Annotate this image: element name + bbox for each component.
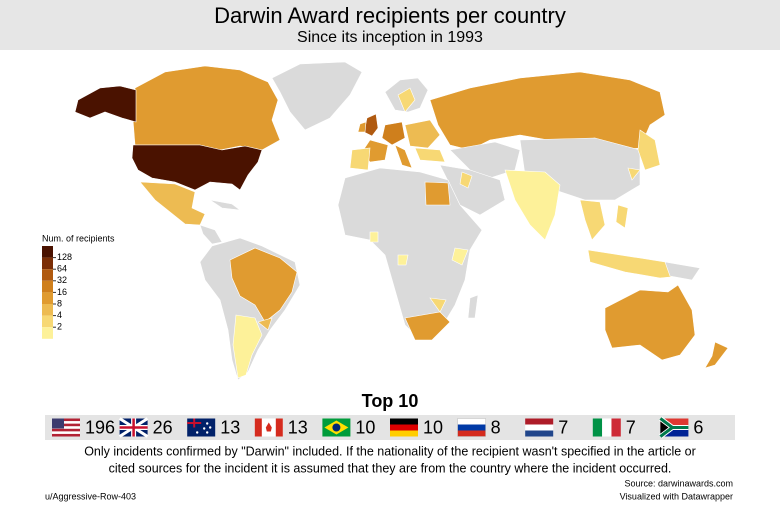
top10-item: 26 [118, 417, 173, 438]
title: Darwin Award recipients per country [214, 3, 566, 28]
flag [52, 421, 80, 424]
top10-item: 10 [390, 417, 443, 437]
flag [602, 418, 612, 437]
top10-value: 196 [85, 417, 115, 437]
legend-swatch [42, 269, 53, 281]
source: Source: darwinawards.com [624, 478, 733, 488]
top10-value: 7 [558, 417, 568, 437]
legend-tick-label: 4 [57, 310, 62, 320]
top10-item: 196 [52, 417, 115, 437]
top10-item: 8 [457, 417, 501, 437]
header-band [0, 0, 780, 50]
flag [457, 424, 486, 431]
top10-item: 10 [322, 417, 375, 437]
flag [206, 431, 209, 434]
top10-title: Top 10 [362, 391, 419, 411]
flag [390, 418, 418, 425]
flag [254, 418, 262, 437]
top10: 196 26 13 13 10 10 8 7 7 6 [52, 416, 703, 439]
legend-tick-label: 32 [57, 275, 67, 285]
top10-item: 6 [658, 416, 703, 439]
top10-item: 13 [254, 417, 308, 437]
flag [187, 418, 202, 428]
legend-swatch [42, 327, 53, 339]
flag [209, 426, 212, 429]
legend-tick-label: 64 [57, 264, 67, 274]
flag [659, 417, 689, 438]
legend-swatch [42, 292, 53, 304]
flag [119, 418, 148, 437]
legend-tick-label: 2 [57, 322, 62, 332]
top10-value: 13 [288, 417, 308, 437]
note-line: cited sources for the incident it is ass… [109, 461, 672, 475]
legend-title: Num. of recipients [42, 233, 115, 243]
tool-credit: Visualized with Datawrapper [620, 491, 733, 501]
flag [390, 430, 418, 437]
top10-item: 13 [187, 417, 240, 437]
flag [611, 418, 621, 437]
flag [390, 424, 418, 431]
top10-value: 8 [491, 417, 501, 437]
top10-value: 7 [626, 417, 636, 437]
flag [525, 418, 554, 425]
top10-value: 10 [423, 417, 443, 437]
flag [660, 427, 689, 437]
legend-tick-label: 16 [57, 287, 67, 297]
flag [265, 422, 272, 432]
flag [457, 430, 486, 437]
flag [525, 424, 554, 431]
flag [332, 423, 341, 432]
flag [275, 418, 283, 437]
subtitle: Since its inception in 1993 [297, 29, 483, 46]
flag [592, 418, 603, 437]
note-line: Only incidents confirmed by "Darwin" inc… [84, 444, 696, 458]
flag [196, 431, 199, 434]
flag [457, 418, 486, 425]
legend-swatch [42, 280, 53, 293]
top10-value: 10 [355, 417, 375, 437]
flag [660, 418, 689, 428]
flag [457, 418, 486, 437]
legend-swatch [42, 246, 53, 258]
flag [52, 431, 80, 434]
flag [203, 427, 206, 430]
flag [525, 430, 554, 437]
top10-item: 7 [592, 417, 636, 437]
flag [660, 421, 669, 434]
top10-value: 6 [693, 417, 703, 437]
legend-swatch [42, 257, 53, 270]
legend-swatch [42, 304, 53, 316]
legend-tick-label: 128 [57, 252, 72, 262]
flag [52, 426, 80, 429]
top10-item: 7 [525, 417, 568, 437]
top10-value: 13 [220, 417, 240, 437]
author: u/Aggressive-Row-403 [45, 491, 136, 501]
flag [206, 422, 209, 425]
legend-swatch [42, 315, 53, 328]
flag [52, 418, 64, 429]
top10-value: 26 [153, 417, 173, 437]
world-map [74, 61, 729, 381]
legend-tick-label: 8 [57, 298, 62, 308]
